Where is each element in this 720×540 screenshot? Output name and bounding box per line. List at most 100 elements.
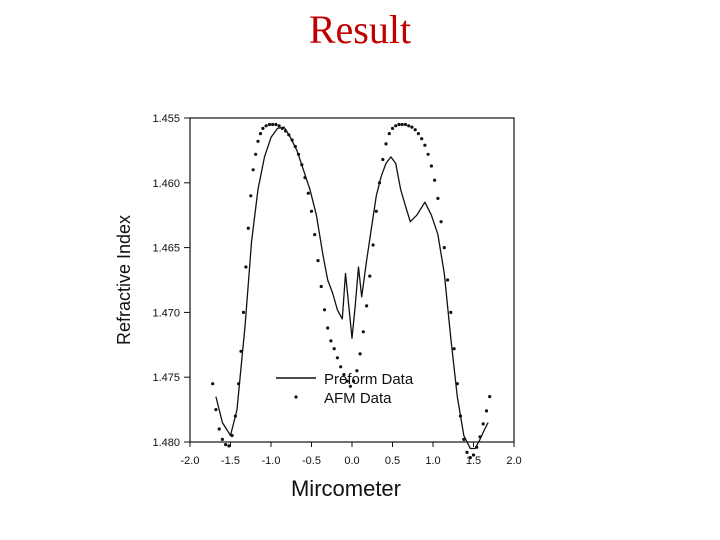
afm-point-53	[374, 209, 378, 213]
series-line-preform	[215, 126, 489, 450]
afm-point-3	[220, 437, 224, 441]
afm-point-56	[384, 142, 388, 146]
afm-point-86	[481, 422, 485, 426]
afm-point-7	[233, 414, 237, 418]
x-tick-label-3: -0.5	[302, 455, 321, 467]
afm-point-34	[313, 233, 317, 237]
y-axis-title: Refractive Index	[114, 215, 134, 345]
afm-point-44	[345, 379, 349, 383]
afm-point-61	[400, 122, 404, 127]
afm-point-12	[246, 226, 250, 230]
afm-point-4	[224, 443, 228, 447]
x-tick-label-1: -1.5	[221, 455, 240, 467]
afm-point-42	[339, 365, 343, 369]
x-tick-label-6: 1.0	[425, 455, 440, 467]
afm-point-21	[271, 122, 275, 127]
afm-point-59	[394, 124, 398, 128]
afm-point-5	[227, 444, 231, 448]
afm-point-11	[244, 265, 248, 269]
afm-point-26	[287, 133, 291, 137]
afm-point-70	[429, 164, 433, 168]
afm-point-14	[251, 168, 255, 172]
afm-point-25	[284, 129, 288, 133]
afm-point-28	[293, 144, 297, 149]
afm-point-79	[458, 414, 463, 418]
afm-point-48	[358, 352, 362, 356]
series-layer	[211, 122, 492, 460]
x-tick-label-7: 1.5	[466, 455, 481, 467]
afm-point-65	[413, 128, 417, 132]
afm-point-24	[280, 126, 284, 130]
legend: Preform Data AFM Data	[276, 371, 414, 407]
afm-point-19	[264, 124, 268, 128]
afm-point-68	[423, 143, 427, 147]
x-tick-label-4: 0.0	[344, 455, 359, 467]
afm-point-63	[407, 124, 411, 128]
x-tick-label-2: -1.0	[262, 455, 281, 467]
afm-point-40	[332, 347, 336, 351]
legend-point-swatch	[294, 395, 298, 399]
afm-point-82	[468, 456, 472, 460]
afm-point-36	[319, 284, 323, 289]
afm-point-73	[439, 220, 443, 224]
y-tick-label-0: 1.455	[152, 113, 180, 125]
afm-point-67	[420, 137, 424, 141]
afm-point-66	[416, 132, 420, 136]
afm-point-47	[355, 369, 359, 373]
afm-point-8	[237, 382, 241, 386]
afm-point-83	[471, 453, 476, 457]
afm-point-39	[329, 339, 333, 343]
afm-point-72	[436, 196, 440, 200]
x-axis-title: Mircometer	[291, 476, 401, 501]
afm-point-20	[267, 122, 271, 127]
afm-point-6	[230, 433, 234, 438]
afm-point-60	[397, 122, 401, 127]
y-tick-label-4: 1.475	[152, 372, 180, 384]
afm-point-50	[365, 304, 369, 308]
afm-point-22	[274, 122, 278, 127]
afm-point-64	[410, 125, 414, 129]
afm-point-54	[377, 181, 382, 185]
afm-point-80	[462, 437, 466, 441]
afm-point-37	[322, 308, 327, 312]
afm-point-17	[258, 132, 263, 136]
y-axis: 1.455 1.460 1.465 1.470 1.475 1.480	[152, 113, 190, 449]
afm-point-55	[381, 157, 385, 162]
afm-point-78	[455, 382, 459, 386]
afm-point-58	[390, 126, 395, 130]
afm-point-84	[475, 445, 479, 449]
afm-point-51	[368, 274, 372, 278]
y-tick-label-2: 1.465	[152, 243, 180, 255]
afm-point-46	[352, 379, 356, 383]
afm-point-38	[326, 326, 330, 330]
afm-point-30	[300, 163, 304, 167]
afm-point-10	[241, 310, 246, 314]
legend-label-afm: AFM Data	[324, 390, 392, 407]
afm-point-88	[488, 395, 492, 399]
afm-point-0	[211, 382, 215, 386]
x-tick-label-8: 2.0	[506, 455, 521, 467]
afm-point-15	[254, 152, 258, 156]
afm-point-16	[256, 139, 260, 143]
afm-point-76	[449, 310, 453, 314]
afm-point-71	[433, 178, 437, 182]
legend-label-preform: Preform Data	[324, 371, 414, 388]
afm-point-29	[296, 152, 301, 156]
afm-point-35	[316, 259, 320, 263]
afm-point-45	[348, 384, 352, 388]
afm-point-85	[478, 435, 482, 439]
afm-point-75	[446, 278, 450, 282]
afm-point-77	[452, 347, 456, 351]
y-tick-label-1: 1.460	[152, 178, 180, 190]
afm-point-32	[306, 191, 310, 195]
afm-point-81	[465, 450, 469, 454]
afm-point-41	[335, 356, 339, 360]
x-tick-label-5: 0.5	[385, 455, 400, 467]
afm-point-33	[309, 209, 314, 213]
afm-point-57	[387, 132, 391, 136]
afm-point-69	[426, 152, 430, 156]
x-axis: -2.0 -1.5 -1.0 -0.5 0.0 0.5 1.0 1.5 2.0	[181, 442, 522, 467]
y-tick-label-3: 1.470	[152, 307, 180, 319]
afm-point-27	[290, 138, 294, 142]
